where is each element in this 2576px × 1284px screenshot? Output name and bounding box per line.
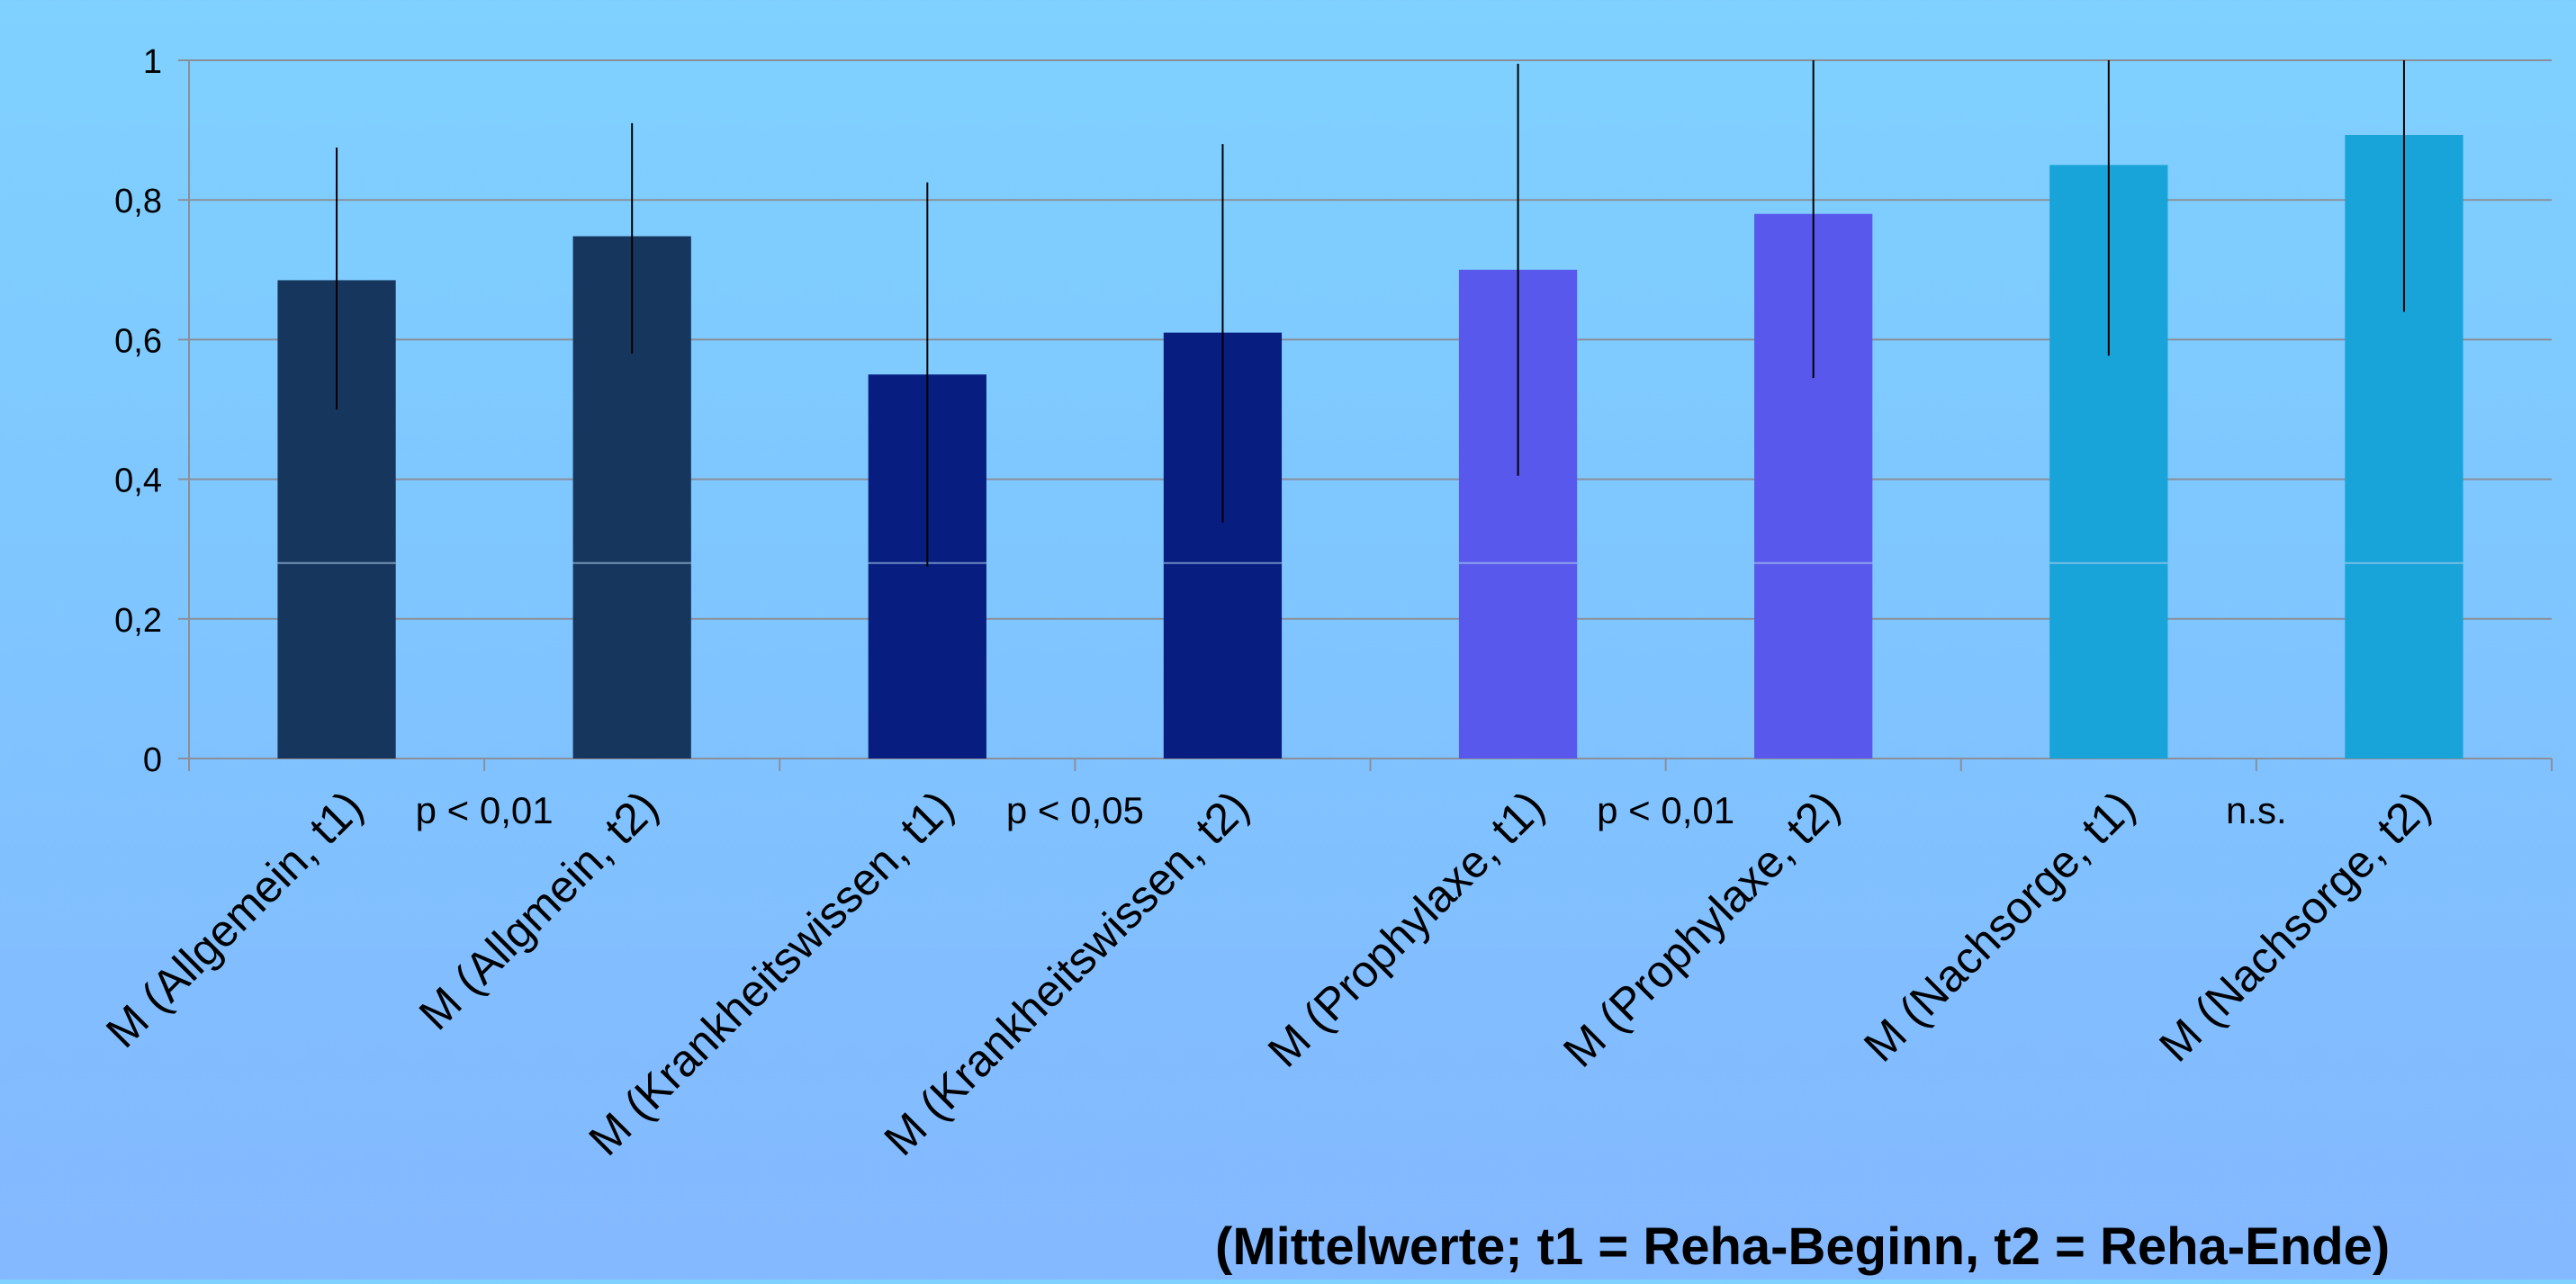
x-category-label: M (Prophylaxe, t1) (1258, 781, 1554, 1076)
y-tick-label: 0,6 (114, 322, 162, 360)
y-tick-label: 0 (143, 741, 162, 779)
y-tick-label: 0,8 (114, 183, 162, 220)
group-significance-label: p < 0,05 (1006, 789, 1144, 831)
x-category-label: M (Nachsorge, t1) (1854, 781, 2145, 1072)
group-significance-label: p < 0,01 (416, 789, 554, 831)
group-significance-label: n.s. (2226, 789, 2287, 831)
x-category-label: M (Nachsorge, t2) (2149, 781, 2440, 1072)
x-category-label: M (Allgemein, t1) (96, 781, 373, 1057)
y-tick-label: 0,2 (114, 602, 162, 640)
y-tick-label: 0,4 (114, 462, 162, 500)
group-significance-label: p < 0,01 (1597, 789, 1734, 831)
chart-footnote: (Mittelwerte; t1 = Reha-Beginn, t2 = Reh… (1215, 1217, 2391, 1276)
y-tick-label: 1 (143, 43, 162, 81)
